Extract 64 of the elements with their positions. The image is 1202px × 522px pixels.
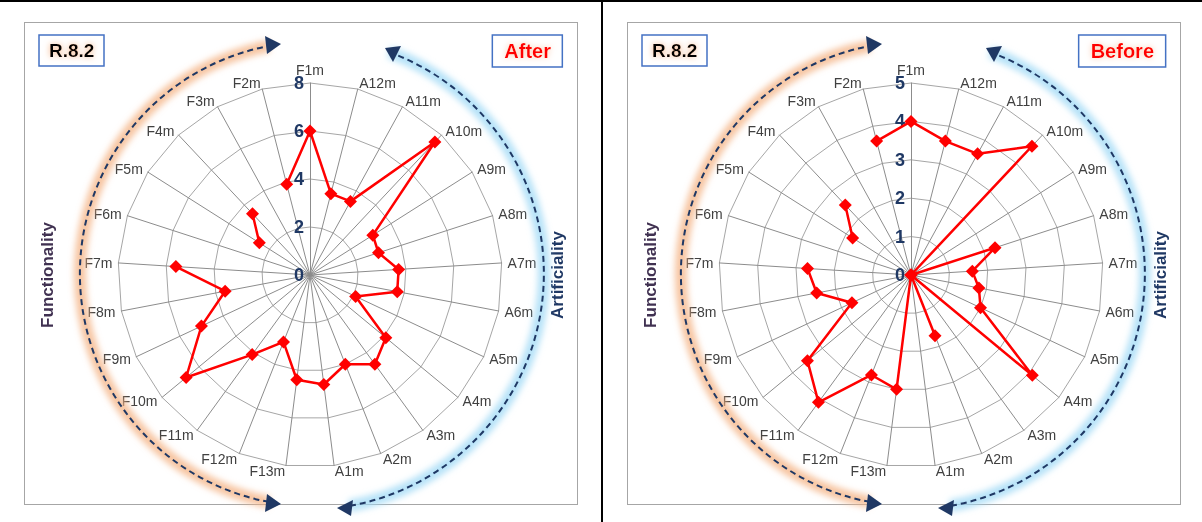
spoke-label: F12m [802,451,839,468]
spoke-label: A1m [334,463,364,480]
spoke-label: A4m [1063,393,1093,410]
spoke-label: A9m [477,160,506,177]
y-tick-label: 2 [894,188,905,209]
text: Functionality [37,221,57,328]
spoke-label: A8m [498,205,528,222]
spoke-label: F10m [722,393,759,410]
text: Artificiality [1150,230,1170,319]
chart-subtitle: Before [1090,40,1155,62]
spoke-label: A5m [1090,351,1119,368]
spoke-label: F5m [114,160,143,177]
y-tick-label: 6 [293,121,304,141]
y-tick-label: 3 [894,149,905,170]
spoke-label: F9m [102,351,131,368]
y-tick-label: 0 [293,265,304,285]
spoke-label: F7m [685,254,714,271]
spoke-label: F11m [759,427,795,444]
spoke-label: F12m [201,451,238,468]
spoke-label: F9m [703,351,732,368]
spoke-label: F7m [84,254,113,271]
spoke-label: F11m [158,427,194,444]
spoke-label: A11m [405,93,441,110]
spoke-label: F2m [232,75,261,92]
spoke-label: A2m [382,451,412,468]
spoke-label: F6m [93,205,122,222]
spoke-label: A3m [426,427,456,444]
spoke-label: A1m [935,463,965,480]
spoke-label: A9m [1078,160,1107,177]
spoke-label: A10m [445,122,483,139]
chart-title: R.8.2 [49,40,95,61]
spoke-label: F8m [688,304,717,321]
chart-title: R.8.2 [652,40,698,61]
spoke-label: F10m [121,393,158,410]
spoke-label: A7m [1108,254,1138,271]
spoke-label: A10m [1046,122,1084,139]
spoke-label: F4m [146,122,175,139]
spoke-label: A12m [960,75,997,92]
spoke-label: F3m [186,93,215,110]
y-tick-label: 4 [293,169,304,189]
spoke-label: A4m [462,393,492,410]
spoke-label: A6m [1105,304,1135,321]
y-tick-label: 0 [894,265,905,285]
spoke-label: A7m [507,254,537,271]
spoke-label: F5m [715,160,744,177]
spoke-label: F13m [249,463,286,480]
spoke-label: F3m [787,93,816,110]
text: Functionality [640,221,660,328]
spoke-label: F6m [694,205,723,222]
spoke-label: A5m [489,351,518,368]
spoke-label: F2m [833,75,862,92]
text: Artificiality [547,230,567,319]
spoke-label: A6m [504,304,534,321]
y-tick-label: 1 [894,226,905,247]
spoke-label: A8m [1099,205,1129,222]
spoke-label: A2m [983,451,1013,468]
chart-subtitle: After [504,40,552,62]
spoke-label: F13m [850,463,887,480]
spoke-label: F8m [87,304,116,321]
y-tick-label: 2 [293,217,304,237]
spoke-label: A12m [359,75,396,92]
spoke-label: A11m [1006,93,1042,110]
spoke-label: A3m [1027,427,1057,444]
spoke-label: F4m [747,122,776,139]
